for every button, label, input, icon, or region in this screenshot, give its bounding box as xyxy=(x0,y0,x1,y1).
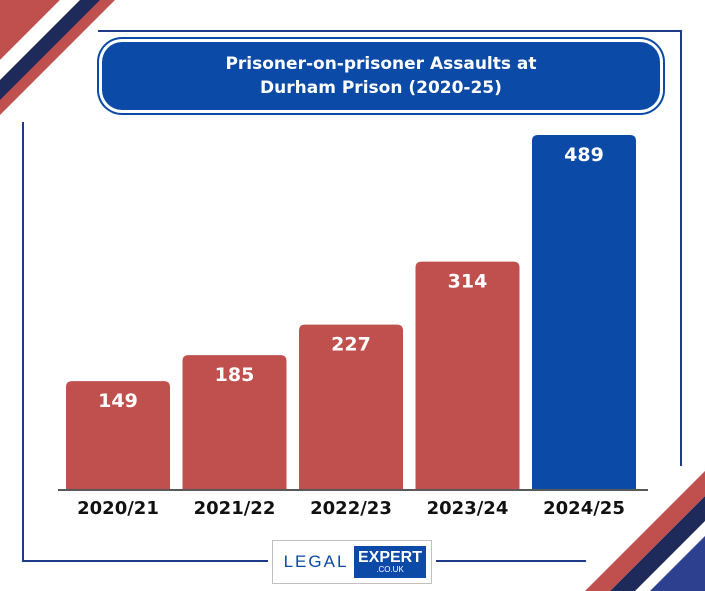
data-label-2020/21: 149 xyxy=(98,390,138,412)
bottom-right-corner-decoration xyxy=(585,471,705,591)
data-label-2022/23: 227 xyxy=(331,334,371,356)
x-tick-label-2024/25: 2024/25 xyxy=(543,498,625,519)
logo-right-block: EXPERT .CO.UK xyxy=(354,546,426,578)
x-tick-label-2020/21: 2020/21 xyxy=(77,498,159,519)
frame-right-line xyxy=(680,30,682,466)
x-tick-label-2023/24: 2023/24 xyxy=(427,498,509,519)
bar-2023/24 xyxy=(415,261,520,489)
x-tick-label-2022/23: 2022/23 xyxy=(310,498,392,519)
bar-2024/25 xyxy=(532,135,636,489)
bar-2022/23 xyxy=(299,324,403,489)
legal-expert-logo: LEGAL EXPERT .CO.UK xyxy=(272,540,432,584)
bar-2021/22 xyxy=(182,355,287,489)
chart-title-line-2: Durham Prison (2020-25) xyxy=(260,78,502,98)
chart-title-line-1: Prisoner-on-prisoner Assaults at xyxy=(225,54,537,74)
data-label-2021/22: 185 xyxy=(215,364,255,386)
top-left-corner-decoration xyxy=(0,0,115,115)
logo-sub-text: .CO.UK xyxy=(376,565,404,574)
data-label-2024/25: 489 xyxy=(564,144,604,166)
data-label-2023/24: 314 xyxy=(448,271,488,293)
chart-title: Prisoner-on-prisoner Assaults at Durham … xyxy=(102,42,660,110)
x-tick-label-2021/22: 2021/22 xyxy=(194,498,276,519)
frame-bottom-line-right xyxy=(436,560,586,562)
logo-left-text: LEGAL xyxy=(278,546,354,578)
bar-2020/21 xyxy=(66,381,170,489)
logo-right-text: EXPERT xyxy=(357,549,422,566)
frame-bottom-line-left xyxy=(22,560,268,562)
frame-top-line xyxy=(98,30,682,32)
frame-left-line xyxy=(22,122,24,562)
